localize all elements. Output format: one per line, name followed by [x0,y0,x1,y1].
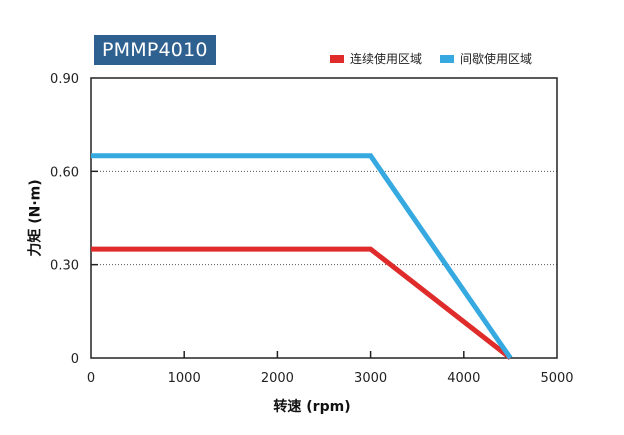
legend-swatch-continuous [330,54,344,63]
x-axis-title: 转速 (rpm) [273,399,351,415]
series-line-intermittent [91,153,513,360]
y-tick-label-0: 0 [71,352,79,367]
x-tick-label-5: 5000 [540,371,573,386]
x-tick-label-1: 1000 [168,371,201,386]
x-tick-label-4: 4000 [447,371,480,386]
legend-item-continuous: 连续使用区域 [330,50,422,67]
x-tick-label-0: 0 [87,371,95,386]
legend-label-intermittent: 间歇使用区域 [460,52,533,66]
x-tick-label-2: 2000 [261,371,294,386]
y-tick-label-3: 0.90 [50,72,79,87]
y-axis-title: 力矩 (N·m) [27,179,44,257]
chart-legend: 连续使用区域 间歇使用区域 [330,50,550,67]
series-line-continuous [91,246,512,360]
y-tick-label-1: 0.30 [50,259,79,274]
x-tick-label-3: 3000 [354,371,387,386]
model-title-badge: PMMP4010 [94,35,216,65]
legend-item-intermittent: 间歇使用区域 [440,50,532,67]
legend-swatch-intermittent [440,54,455,63]
legend-label-continuous: 连续使用区域 [350,52,423,66]
plot-frame [90,77,558,359]
y-tick-label-2: 0.60 [50,165,79,180]
